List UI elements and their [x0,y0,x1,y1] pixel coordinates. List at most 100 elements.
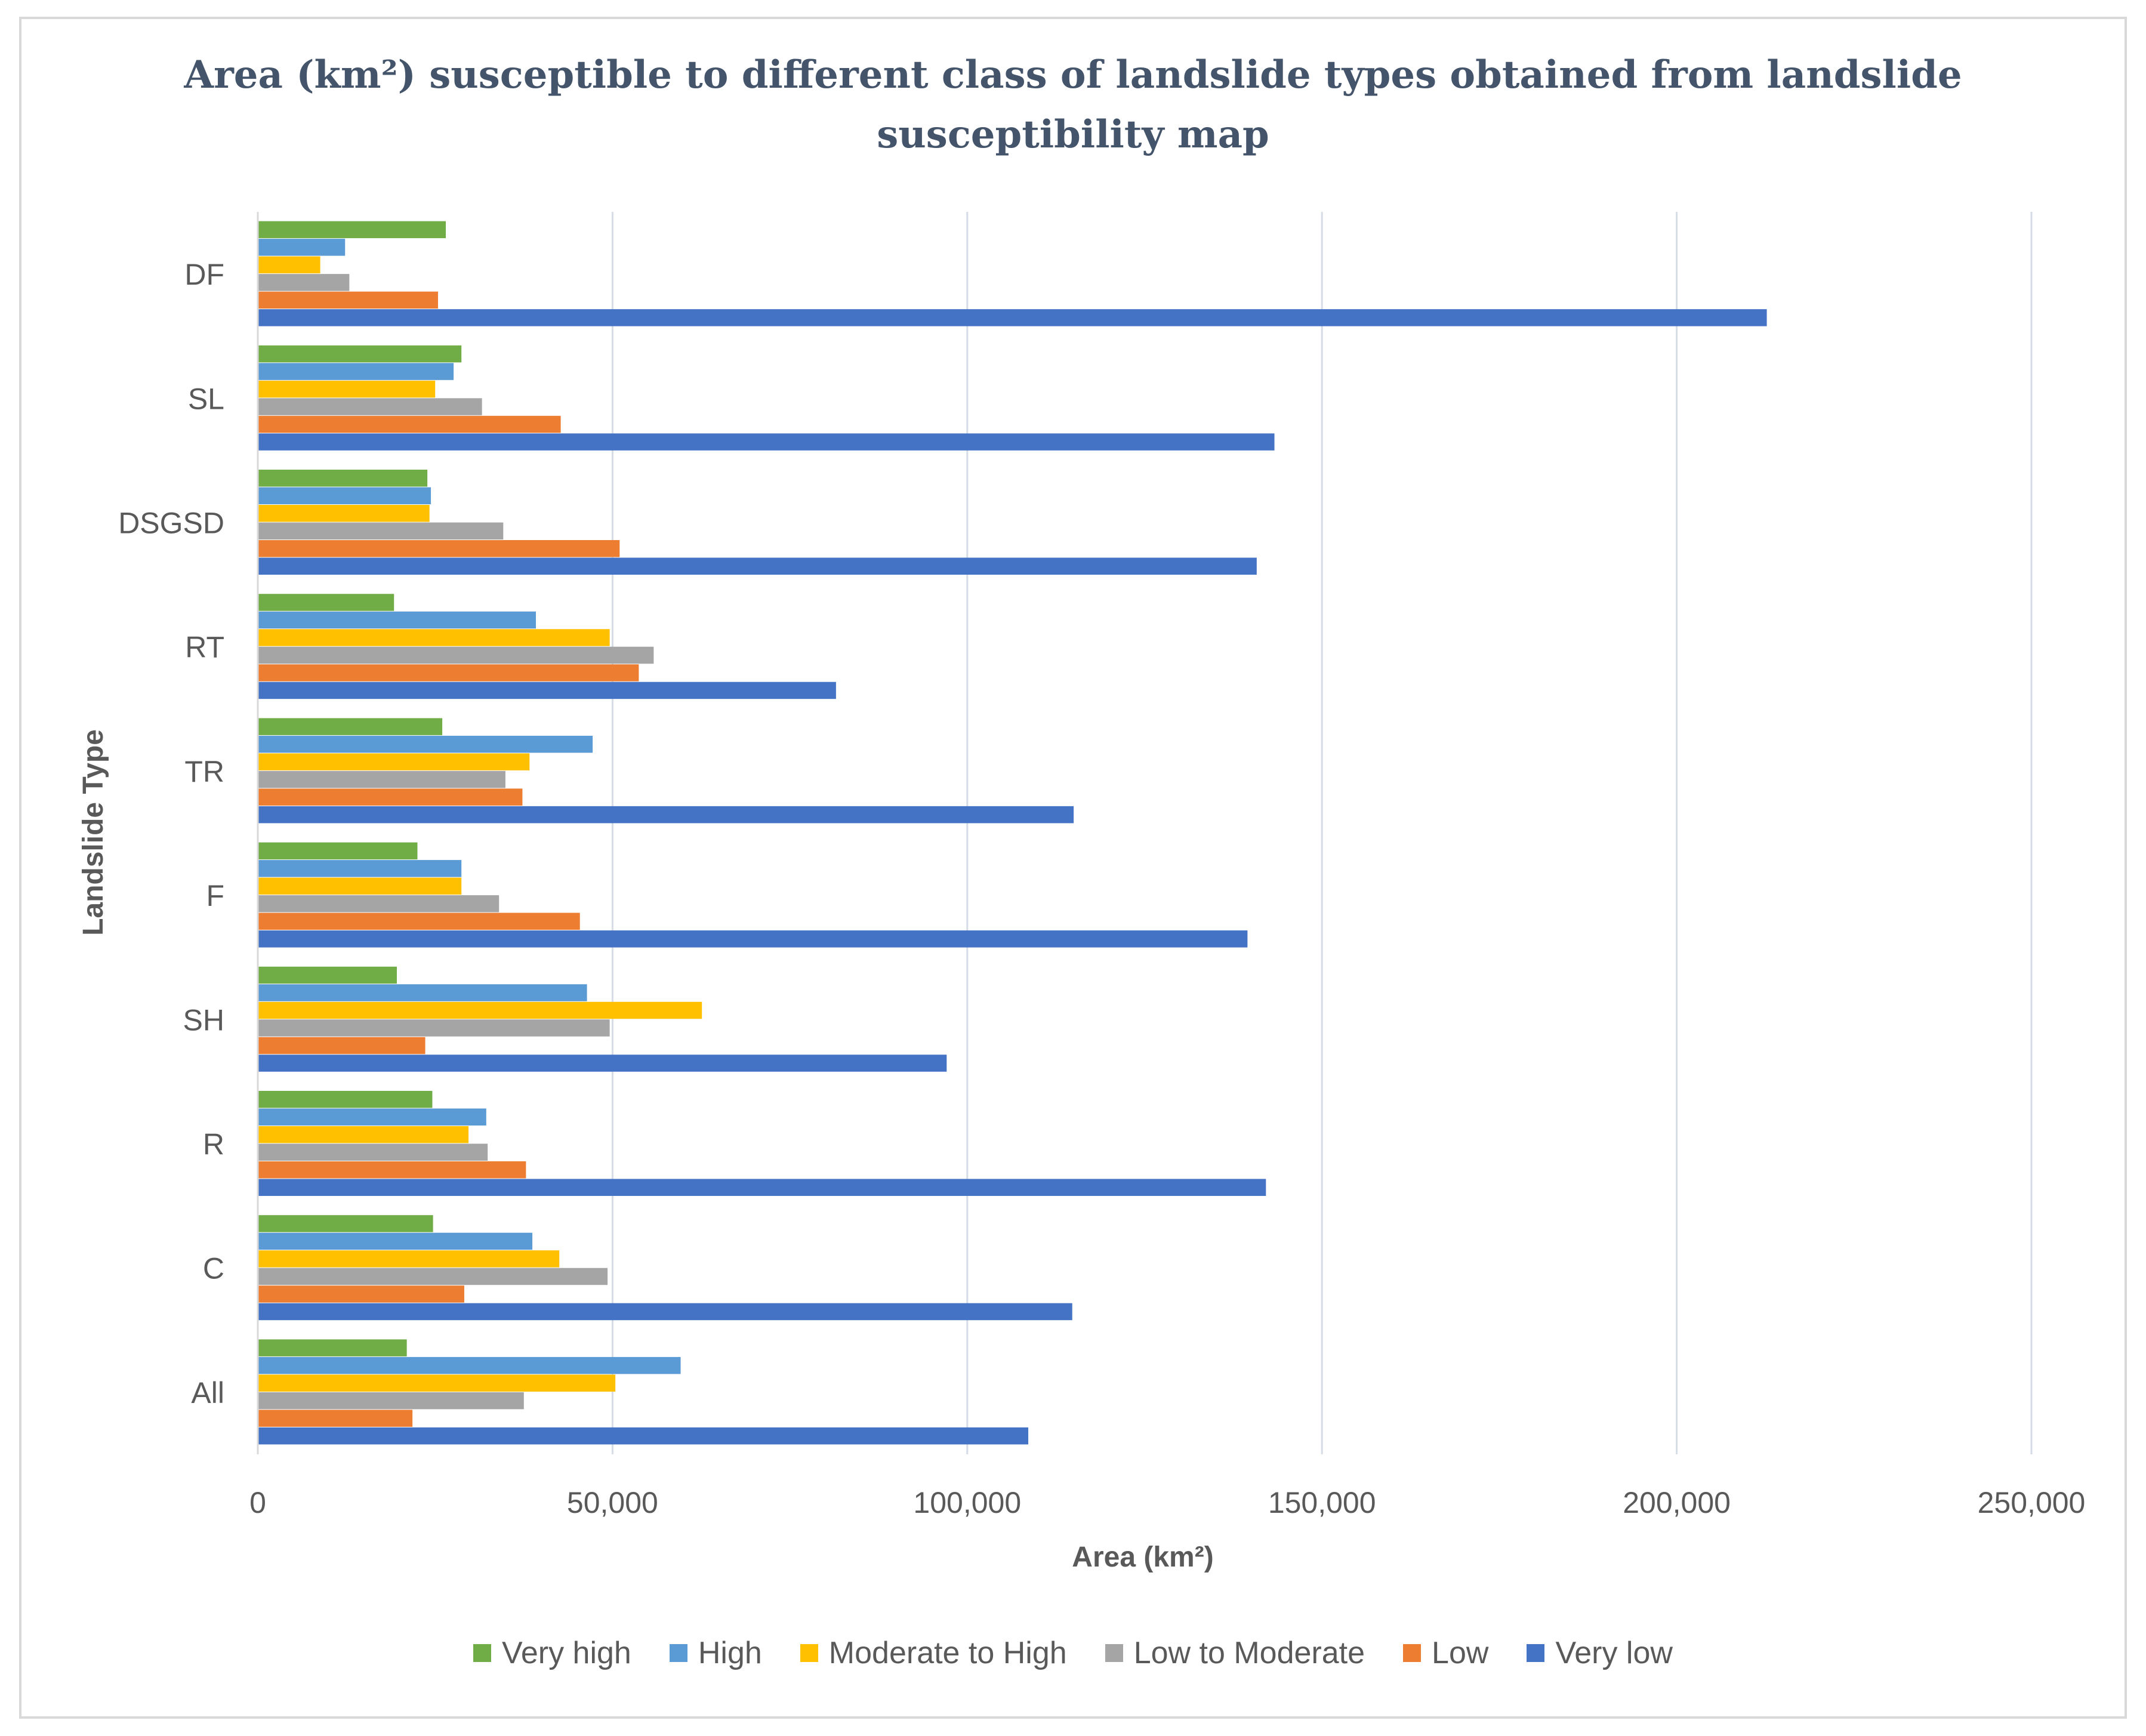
legend-swatch [1403,1644,1422,1662]
bar-sl-very-high [258,345,462,363]
chart-title: Area (km²) susceptible to different clas… [0,45,2146,165]
bar-df-very-high [258,221,446,239]
bar-c-low-to-moderate [258,1268,608,1285]
bar-f-very-low [258,930,1248,948]
bar-c-very-high [258,1215,433,1232]
bar-tr-very-low [258,806,1074,824]
legend-item: High [669,1635,762,1671]
bar-rt-high [258,611,536,629]
bar-df-low-to-moderate [258,274,350,291]
y-tick-label: All [191,1376,224,1410]
legend: Very high High Moderate to High Low to Mode… [0,1635,2146,1671]
bar-r-very-high [258,1091,433,1108]
bar-tr-very-high [258,718,443,735]
bar-all-low [258,1410,413,1427]
legend-swatch [473,1644,492,1662]
bar-dsgsd-low [258,540,620,557]
y-tick-label: SH [183,1003,224,1037]
bar-all-low-to-moderate [258,1392,524,1410]
legend-swatch [669,1644,687,1662]
legend-swatch [1527,1644,1545,1662]
x-axis-title: Area (km²) [1072,1541,1213,1573]
tick-labels: 0 50,000 100,000 150,000 200,000 250,000 DF SL D… [118,258,2085,1519]
bar-c-high [258,1232,533,1250]
bar-dsgsd-very-high [258,470,428,487]
bar-r-moderate-to-high [258,1126,469,1143]
legend-label: Very low [1555,1636,1673,1670]
bar-all-very-high [258,1339,407,1356]
bar-tr-moderate-to-high [258,753,530,770]
bar-dsgsd-low-to-moderate [258,522,504,539]
y-axis-title: Landslide Type [78,729,109,936]
bar-sh-high [258,984,587,1001]
bar-dsgsd-moderate-to-high [258,505,430,522]
legend-swatch [800,1644,818,1662]
legend-label: Moderate to High [828,1636,1067,1670]
bar-dsgsd-very-low [258,557,1257,575]
bar-rt-moderate-to-high [258,629,610,646]
y-tick-label: SL [188,382,224,415]
bar-f-low [258,912,580,930]
y-tick-label: DSGSD [118,507,224,540]
bar-sl-very-low [258,433,1275,451]
legend-label: Low to Moderate [1133,1636,1365,1670]
bar-f-moderate-to-high [258,877,462,895]
bar-rt-low [258,664,639,682]
bar-f-high [258,860,462,877]
bar-f-very-high [258,842,418,860]
legend-item: Low [1403,1635,1488,1671]
bar-tr-low [258,788,523,806]
x-tick-label: 100,000 [913,1486,1021,1519]
bar-tr-low-to-moderate [258,770,505,788]
legend-label: Low [1432,1636,1489,1670]
y-tick-label: F [206,879,224,912]
y-tick-label: DF [184,258,224,291]
bar-rt-low-to-moderate [258,646,654,664]
y-tick-label: RT [185,631,224,664]
bar-c-very-low [258,1303,1072,1321]
x-tick-label: 0 [249,1486,266,1519]
bar-f-low-to-moderate [258,895,500,912]
x-tick-label: 50,000 [567,1486,658,1519]
x-tick-label: 200,000 [1623,1486,1731,1519]
bar-sl-moderate-to-high [258,380,436,398]
legend-label: Very high [502,1636,631,1670]
y-tick-label: C [203,1252,224,1285]
bar-df-low [258,291,438,309]
legend-swatch [1105,1644,1123,1662]
bar-sh-moderate-to-high [258,1001,702,1019]
bar-all-moderate-to-high [258,1374,616,1392]
bar-c-moderate-to-high [258,1250,560,1268]
bars [258,221,1767,1445]
grid-lines [611,212,2033,1454]
bar-c-low [258,1285,464,1303]
y-tick-label: R [203,1128,224,1161]
bar-df-moderate-to-high [258,256,320,274]
bar-r-low [258,1161,526,1179]
bar-all-high [258,1356,681,1374]
bar-sh-very-low [258,1054,947,1072]
bar-rt-very-low [258,682,836,699]
bar-df-high [258,239,346,256]
bar-all-very-low [258,1427,1029,1445]
bar-df-very-low [258,309,1767,326]
legend-label: High [698,1636,762,1670]
legend-item: Very high [473,1635,631,1671]
bar-sl-low [258,415,561,433]
bar-sh-low-to-moderate [258,1019,610,1037]
bar-sh-very-high [258,966,397,984]
y-tick-label: TR [184,755,224,788]
legend-item: Moderate to High [800,1635,1067,1671]
legend-item: Very low [1527,1635,1673,1671]
chart-title-line-2: susceptibility map [877,112,1269,157]
x-tick-label: 150,000 [1268,1486,1376,1519]
chart-title-line-1: Area (km²) susceptible to different clas… [184,53,1962,97]
bar-sl-high [258,363,454,380]
legend-item: Low to Moderate [1105,1635,1365,1671]
bar-tr-high [258,735,593,753]
bar-r-high [258,1108,486,1126]
bar-sl-low-to-moderate [258,398,482,415]
bar-sh-low [258,1037,426,1054]
bar-dsgsd-high [258,487,431,504]
